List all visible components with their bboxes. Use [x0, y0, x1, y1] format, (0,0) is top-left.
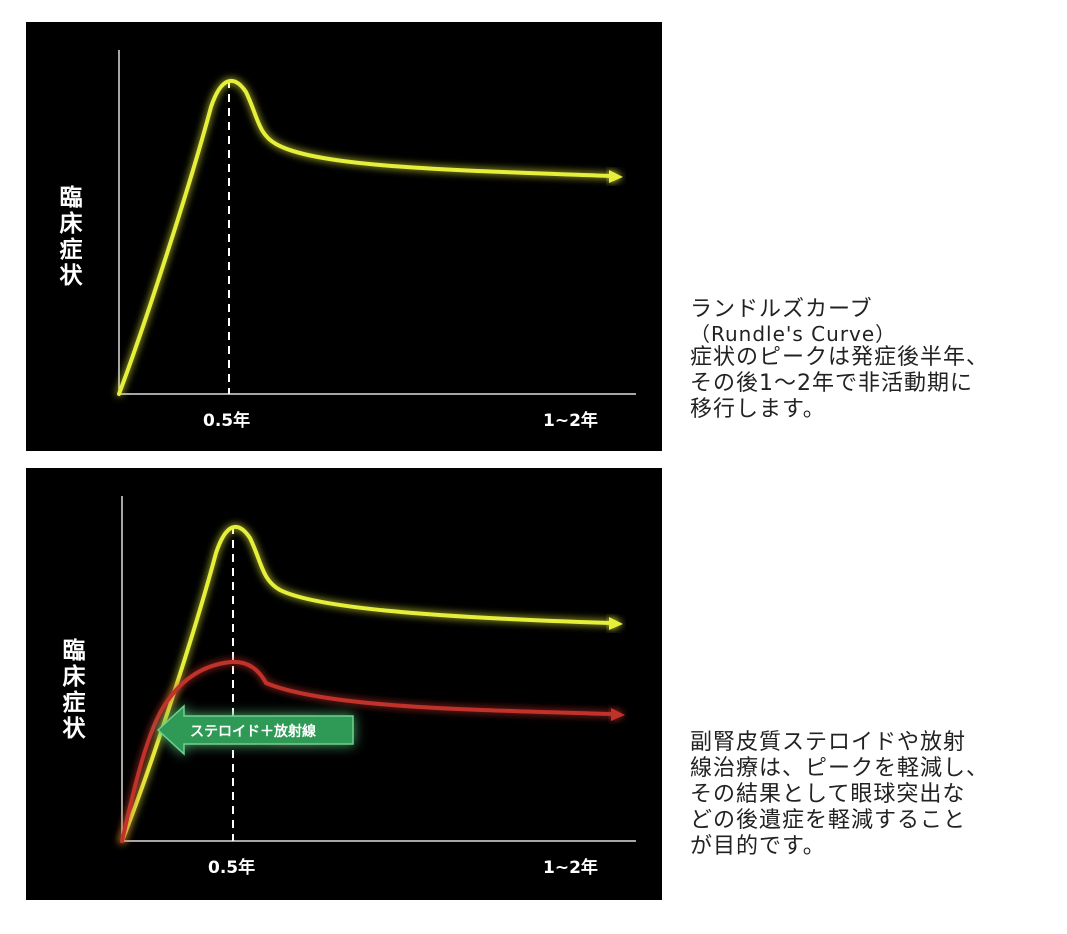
treatment-effect-chart: ステロイド＋放射線 [120, 496, 636, 843]
treatment-effect-panel: ステロイド＋放射線 臨 床 症 状 0.5年 1~2年 [26, 468, 662, 900]
treatment-arrow: ステロイド＋放射線 [156, 704, 354, 756]
caption-line: 症状のピークは発症後半年、 [690, 345, 990, 370]
y-axis-label-char: 床 [59, 211, 83, 237]
y-axis-label-char: 床 [62, 664, 86, 690]
treatment-arrow-label: ステロイド＋放射線 [190, 723, 316, 740]
x-tick-label-half-year: 0.5年 [203, 411, 251, 431]
untreated-curve [117, 78, 613, 396]
x-tick-label-half-year: 0.5年 [208, 858, 256, 878]
y-axis-label-char: 状 [62, 716, 86, 742]
x-tick-label-1-2-years: 1~2年 [543, 411, 598, 431]
treatment-caption: 副腎皮質ステロイドや放射 線治療は、ピークを軽減し、 その結果として眼球突出な … [690, 730, 989, 860]
caption-line: 線治療は、ピークを軽減し、 [690, 756, 990, 781]
untreated-curve-arrowhead [609, 617, 623, 630]
y-axis-label: 臨 床 症 状 [61, 638, 87, 742]
rundle-curve-chart [117, 50, 636, 396]
caption-line: （Rundle's Curve） [690, 322, 897, 346]
caption-line: 副腎皮質ステロイドや放射 [690, 730, 967, 755]
y-axis-label-char: 臨 [59, 185, 83, 211]
rundle-curve-caption: ランドルズカーブ （Rundle's Curve） 症状のピークは発症後半年、 … [690, 297, 989, 423]
treated-curve [120, 659, 613, 843]
untreated-curve [120, 524, 613, 843]
y-axis-label-char: 症 [62, 690, 86, 716]
y-axis-label: 臨 床 症 状 [58, 185, 84, 289]
x-tick-label-1-2-years: 1~2年 [543, 858, 598, 878]
caption-line: その後1〜2年で非活動期に [690, 371, 973, 396]
caption-line: ランドルズカーブ [690, 297, 873, 322]
rundle-curve-panel: 臨 床 症 状 0.5年 1~2年 [26, 22, 662, 451]
caption-line: が目的です。 [690, 834, 826, 859]
caption-line: 移行します。 [690, 397, 826, 422]
y-axis-label-char: 症 [59, 237, 83, 263]
y-axis-label-char: 状 [59, 263, 83, 289]
caption-line: どの後遺症を軽減すること [690, 808, 967, 833]
treated-curve-arrowhead [611, 708, 625, 721]
y-axis-label-char: 臨 [62, 638, 86, 664]
caption-line: その結果として眼球突出な [690, 782, 966, 807]
untreated-curve-arrowhead [609, 170, 623, 183]
